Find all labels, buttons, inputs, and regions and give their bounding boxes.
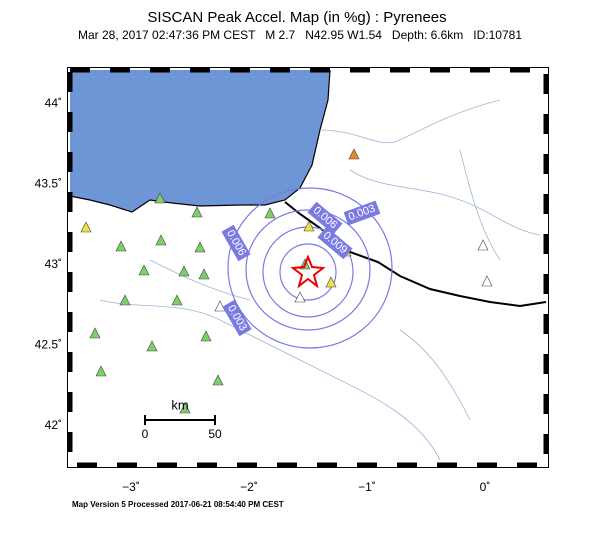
contour-label-box (307, 201, 343, 235)
station (95, 365, 107, 377)
station (481, 275, 493, 287)
station (348, 148, 360, 160)
contour-label-box (317, 226, 353, 260)
station (80, 221, 92, 233)
station (325, 276, 337, 288)
lat-tick-label: 42˚ (45, 418, 62, 432)
contours (227, 187, 393, 349)
map-title: SISCAN Peak Accel. Map (in %g) : Pyrenee… (147, 9, 446, 26)
station (194, 241, 206, 253)
station (191, 206, 203, 218)
ocean (70, 70, 330, 212)
epicenter (290, 254, 326, 289)
station (178, 265, 190, 277)
lat-tick-label: 42.5˚ (35, 338, 62, 352)
station (89, 327, 101, 339)
station (146, 340, 158, 352)
station (119, 294, 131, 306)
lon-tick-label: −3˚ (122, 480, 140, 494)
station (138, 264, 150, 276)
lat-tick-label: 44˚ (45, 96, 62, 110)
map-subtitle: Mar 28, 2017 02:47:36 PM CEST M 2.7 N42.… (78, 28, 522, 42)
footer: Map Version 5 Processed 2017-06-21 08:54… (72, 500, 284, 509)
station (154, 192, 166, 204)
lon-tick-label: −2˚ (240, 480, 258, 494)
station (212, 374, 224, 386)
station (264, 207, 276, 219)
station (115, 240, 127, 252)
scale-start: 0 (142, 427, 149, 441)
station (214, 300, 226, 312)
lat-tick-label: 43.5˚ (35, 177, 62, 191)
station (303, 220, 315, 232)
station (198, 268, 210, 280)
border (284, 201, 547, 308)
contour-label-box (222, 299, 252, 337)
contour-label-box (221, 224, 251, 262)
station (294, 291, 306, 303)
contour-label-box (343, 200, 381, 226)
scale-bar (144, 415, 216, 425)
scale-end: 50 (208, 427, 222, 441)
lat-tick-label: 43˚ (45, 257, 62, 271)
lon-tick-label: −1˚ (358, 480, 376, 494)
scale-unit: km (171, 397, 188, 412)
station (179, 402, 191, 414)
station (155, 234, 167, 246)
station (171, 294, 183, 306)
station (200, 330, 212, 342)
station (477, 239, 489, 251)
rivers (99, 99, 541, 461)
frame (67, 67, 549, 468)
map-area: km 0 50 (67, 67, 549, 468)
lon-tick-label: 0˚ (480, 480, 491, 494)
coastline (69, 69, 331, 213)
